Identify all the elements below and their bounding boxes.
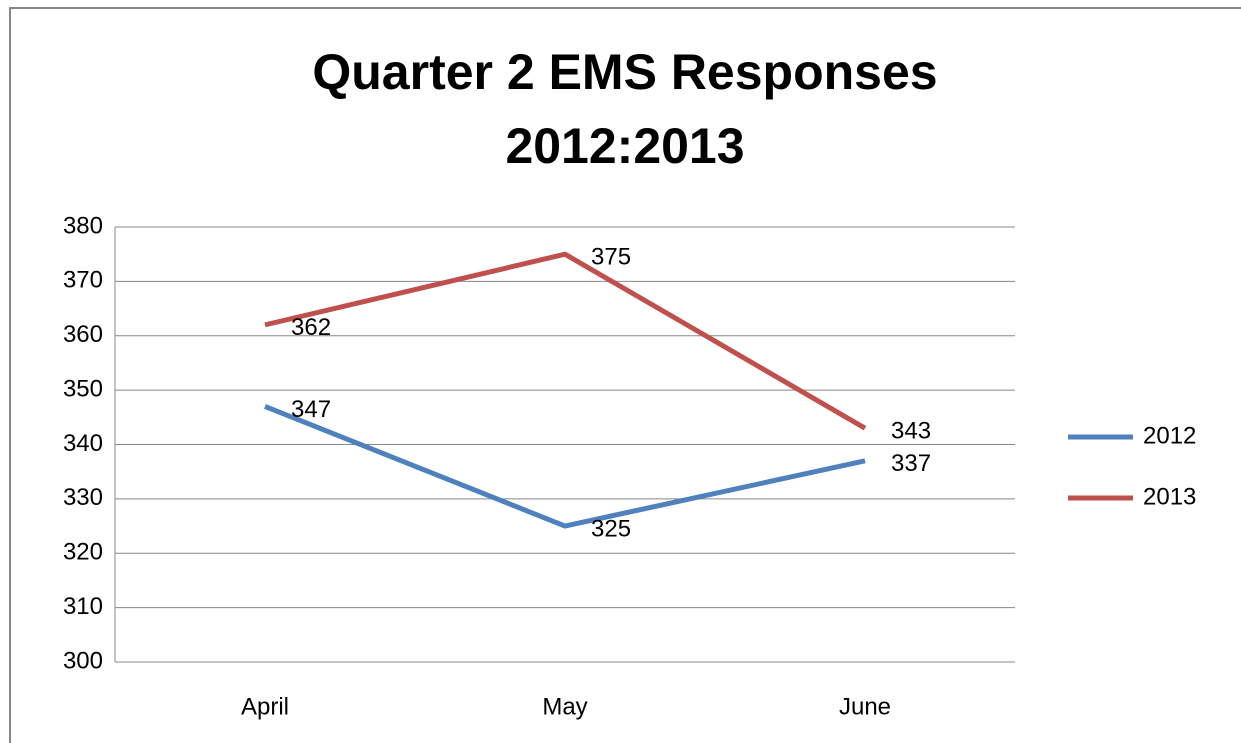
data-label: 325 bbox=[591, 515, 631, 542]
data-label: 343 bbox=[891, 418, 931, 445]
y-tick-label: 380 bbox=[63, 212, 103, 239]
chart-frame bbox=[9, 7, 1241, 743]
data-label: 337 bbox=[891, 450, 931, 477]
y-tick-label: 340 bbox=[63, 430, 103, 457]
legend-label: 2012 bbox=[1143, 422, 1196, 449]
legend-label: 2013 bbox=[1143, 483, 1196, 510]
y-tick-label: 310 bbox=[63, 593, 103, 620]
y-tick-label: 370 bbox=[63, 267, 103, 294]
x-tick-label: April bbox=[241, 693, 289, 720]
chart-title: Quarter 2 EMS Responses bbox=[312, 44, 937, 100]
data-label: 347 bbox=[291, 396, 331, 423]
y-tick-label: 350 bbox=[63, 375, 103, 402]
data-label: 362 bbox=[291, 314, 331, 341]
series-line bbox=[264, 404, 866, 529]
x-tick-label: June bbox=[839, 693, 891, 720]
y-tick-label: 360 bbox=[63, 321, 103, 348]
x-tick-label: May bbox=[542, 693, 587, 720]
data-label: 375 bbox=[591, 244, 631, 271]
y-tick-label: 300 bbox=[63, 647, 103, 674]
series-line bbox=[264, 251, 867, 431]
chart-title: 2012:2013 bbox=[505, 118, 744, 174]
y-tick-label: 320 bbox=[63, 539, 103, 566]
y-tick-label: 330 bbox=[63, 484, 103, 511]
